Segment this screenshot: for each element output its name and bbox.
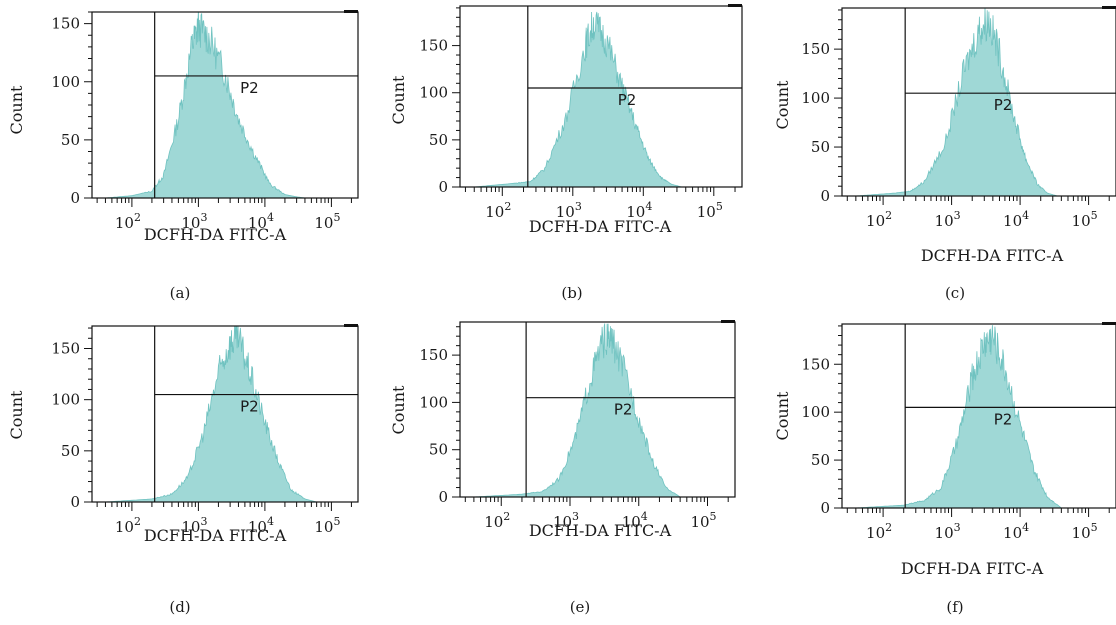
panel-caption: (a) <box>170 284 191 302</box>
frame-corner-marker <box>728 4 742 7</box>
y-tick-label: 50 <box>429 131 448 149</box>
gate-label: P2 <box>240 398 259 416</box>
plot-frame <box>841 7 1116 197</box>
y-axis-label: Count <box>389 75 408 124</box>
y-axis-label: Count <box>773 391 792 440</box>
x-tick-label: 104 <box>626 200 652 221</box>
y-axis-label: Count <box>7 85 26 134</box>
y-tick-label: 100 <box>801 403 830 421</box>
histogram-panel-f: P2 0 50 100 150 102 103 104 105 DCFH-DA FITC-A Cou… <box>773 322 1116 616</box>
y-tick-label: 100 <box>419 84 448 102</box>
plot-frame <box>841 323 1116 509</box>
x-tick-label: 103 <box>935 521 961 542</box>
panel-caption: (b) <box>561 284 582 302</box>
histogram-area <box>474 11 682 187</box>
y-axis-label: Count <box>389 385 408 434</box>
panel-caption: (d) <box>169 598 190 616</box>
histogram-area <box>855 8 1058 196</box>
y-tick-label: 150 <box>51 340 80 358</box>
frame-corner-marker <box>1102 322 1116 325</box>
gate-label: P2 <box>994 96 1013 114</box>
x-tick-label: 103 <box>553 510 579 531</box>
panel-caption: (e) <box>570 598 591 616</box>
y-tick-label: 150 <box>801 40 830 58</box>
gate-label: P2 <box>614 401 633 419</box>
y-tick-label: 150 <box>419 346 448 364</box>
y-tick-label: 150 <box>419 37 448 55</box>
x-tick-label: 104 <box>1003 521 1029 542</box>
histogram-panel-a: P2 0 50 100 150 102 103 104 105 DCFH-DA FITC-A Cou… <box>7 10 359 302</box>
y-tick-label: 0 <box>438 488 448 506</box>
x-tick-label: 102 <box>866 209 892 230</box>
y-tick-label: 50 <box>811 138 830 156</box>
x-tick-label: 105 <box>1072 209 1098 230</box>
panel-caption: (c) <box>945 284 965 302</box>
plot-frame <box>91 325 359 503</box>
x-tick-label: 103 <box>556 200 582 221</box>
x-tick-label: 102 <box>484 510 510 531</box>
x-axis-label: DCFH-DA FITC-A <box>144 225 287 244</box>
x-axis-label: DCFH-DA FITC-A <box>529 521 672 540</box>
x-axis-label: DCFH-DA FITC-A <box>144 526 287 545</box>
x-tick-label: 104 <box>248 211 274 232</box>
x-tick-label: 105 <box>690 510 716 531</box>
y-tick-label: 0 <box>438 178 448 196</box>
x-tick-label: 103 <box>181 515 207 536</box>
y-tick-label: 0 <box>70 189 80 207</box>
histogram-area <box>473 323 681 497</box>
histogram-panel-b: P2 0 50 100 150 102 103 104 105 DCFH-DA FITC-A Cou… <box>389 4 743 302</box>
gate-label: P2 <box>994 410 1013 428</box>
histogram-panel-d: P2 0 50 100 150 102 103 104 105 DCFH-DA FITC-A Cou… <box>7 324 359 616</box>
histogram-area <box>855 325 1062 508</box>
histogram-panel-e: P2 0 50 100 150 102 103 104 105 DCFH-DA FITC-A Cou… <box>389 320 736 616</box>
x-tick-label: 103 <box>935 209 961 230</box>
panel-caption: (f) <box>946 598 963 616</box>
frame-corner-marker <box>721 320 735 323</box>
y-tick-label: 0 <box>820 187 830 205</box>
y-tick-label: 50 <box>61 131 80 149</box>
x-tick-label: 102 <box>115 211 141 232</box>
histogram-panel-c: P2 0 50 100 150 102 103 104 105 DCFH-DA FITC-A Cou… <box>773 6 1116 302</box>
x-tick-label: 105 <box>1072 521 1098 542</box>
frame-corner-marker <box>344 10 358 13</box>
y-tick-label: 50 <box>811 451 830 469</box>
x-tick-label: 105 <box>314 211 340 232</box>
y-tick-label: 0 <box>820 499 830 517</box>
y-axis-label: Count <box>7 390 26 439</box>
frame-corner-marker <box>1102 6 1116 9</box>
y-axis-label: Count <box>773 80 792 129</box>
x-tick-label: 104 <box>622 510 648 531</box>
y-tick-label: 100 <box>51 73 80 91</box>
x-tick-label: 102 <box>866 521 892 542</box>
x-tick-label: 103 <box>181 211 207 232</box>
x-tick-label: 105 <box>314 515 340 536</box>
x-tick-label: 102 <box>115 515 141 536</box>
x-axis-label: DCFH-DA FITC-A <box>529 217 672 236</box>
x-axis-label: DCFH-DA FITC-A <box>901 559 1044 578</box>
y-tick-label: 100 <box>801 89 830 107</box>
y-tick-label: 150 <box>51 15 80 33</box>
frame-corner-marker <box>344 324 358 327</box>
y-tick-label: 0 <box>70 493 80 511</box>
x-axis-label: DCFH-DA FITC-A <box>921 246 1064 265</box>
x-tick-label: 104 <box>1003 209 1029 230</box>
x-tick-label: 104 <box>248 515 274 536</box>
y-tick-label: 100 <box>51 391 80 409</box>
histogram-area <box>105 12 305 198</box>
x-tick-label: 105 <box>697 200 723 221</box>
histogram-area <box>105 326 317 502</box>
x-tick-label: 102 <box>485 200 511 221</box>
y-tick-label: 50 <box>61 442 80 460</box>
plot-frame <box>459 321 736 498</box>
plot-frame <box>459 5 743 188</box>
y-tick-label: 100 <box>419 393 448 411</box>
y-tick-label: 50 <box>429 441 448 459</box>
gate-label: P2 <box>240 79 259 97</box>
gate-label: P2 <box>618 91 637 109</box>
y-tick-label: 150 <box>801 355 830 373</box>
